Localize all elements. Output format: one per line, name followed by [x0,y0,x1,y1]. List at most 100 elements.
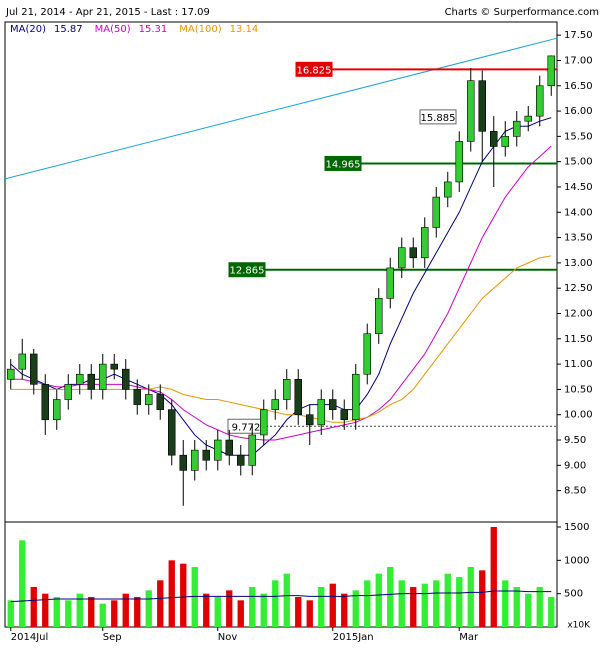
y-tick-label: 10.50 [564,384,593,395]
volume-bar [329,583,336,627]
level-label: 9.772 [232,422,261,433]
candle-body [386,267,394,299]
candle-body [122,368,130,390]
candle-body [328,399,337,410]
legend-name: MA(20) [10,24,46,35]
volume-bar [157,580,164,627]
y-tick-label: 15.50 [564,131,593,142]
volume-bar [191,567,198,627]
level-label-box [419,109,457,125]
candle-body [259,409,268,436]
candle-body [409,247,417,259]
volume-bar [122,593,129,627]
legend-value: 13.14 [230,24,259,35]
y-tick-label: 8.50 [564,486,586,497]
volume-bar [88,597,95,627]
candle-body [351,373,360,421]
candle-body [489,131,498,147]
level-label: 16.825 [297,65,332,76]
x-tick-label: 2014Jul [11,632,49,643]
candle-body [237,454,245,466]
y-tick-label: 11.50 [564,334,593,345]
volume-bar [237,600,244,627]
candle-body [179,454,188,471]
volume-bar [387,567,394,627]
y-tick-label: 17.00 [564,55,593,66]
y-tick-label: 15.00 [564,157,593,168]
y-tick-label: 17.50 [564,30,593,41]
candle-body [524,115,532,122]
candle-body [271,399,279,410]
candle-body [340,409,348,421]
volume-bar [30,587,37,627]
frame [4,21,558,628]
y-tick-label: 13.50 [564,233,593,244]
x-tick-label: Nov [218,632,238,643]
candle-body [455,141,463,183]
volume-bar [214,597,221,627]
candle-body [52,399,61,421]
candle-body [168,409,176,456]
y-tick-label: 14.50 [564,182,593,193]
volume-bar [421,583,428,627]
volume-bar [134,597,141,627]
candle-body [225,439,234,456]
candle-body [547,55,555,87]
volume-bar [375,573,382,627]
candle-body [535,85,544,117]
trendline [4,37,558,180]
x-tick-label: 2015Jan [333,632,374,643]
candle-body [512,120,521,137]
volume-bar [145,590,152,627]
volume-tick-label: 1500 [564,522,589,533]
volume-bar [318,587,325,627]
level-label-box [324,155,362,171]
volume-bar [479,570,486,627]
volume-bar [111,600,118,627]
level-label-box [295,61,333,77]
y-tick-label: 13.00 [564,258,593,269]
volume-bar [283,573,290,627]
y-tick-label: 16.00 [564,106,593,117]
volume-bar [444,573,451,627]
candle-body [420,227,429,259]
candle-body [41,384,49,421]
volume-bar [490,527,497,627]
y-tick-label: 9.50 [564,435,586,446]
candle-body [282,378,291,400]
level-label: 14.965 [326,159,361,170]
y-tick-label: 10.00 [564,410,593,421]
candle-body [305,414,314,426]
volume-bar [203,593,210,627]
volume-bar [180,563,187,627]
candle-body [214,439,222,461]
candle-body [18,353,26,370]
candle-body [7,368,15,380]
volume-bar [410,587,417,627]
x-tick-label: Mar [459,632,479,643]
candle-body [397,247,406,269]
volume-bar [433,580,440,627]
volume-bar [76,593,83,627]
legend-name: MA(50) [95,24,131,35]
volume-bar [548,597,555,627]
candle-body [501,136,509,147]
candle-body [478,80,486,132]
volume-bar [65,600,72,627]
y-tick-label: 12.00 [564,308,593,319]
volume-bar [502,580,509,627]
candle-body [248,434,257,466]
candle-body [317,399,325,426]
volume-ma-line [10,590,552,603]
level-label-box [228,262,266,278]
volume-bar [53,597,60,627]
volume-bar [341,593,348,627]
volume-bar [536,587,543,627]
volume-bar [295,597,302,627]
volume-bar [19,540,26,627]
volume-bar [99,603,106,627]
volume-bar [260,593,267,627]
volume-bar [168,560,175,627]
volume-bar [226,590,233,627]
